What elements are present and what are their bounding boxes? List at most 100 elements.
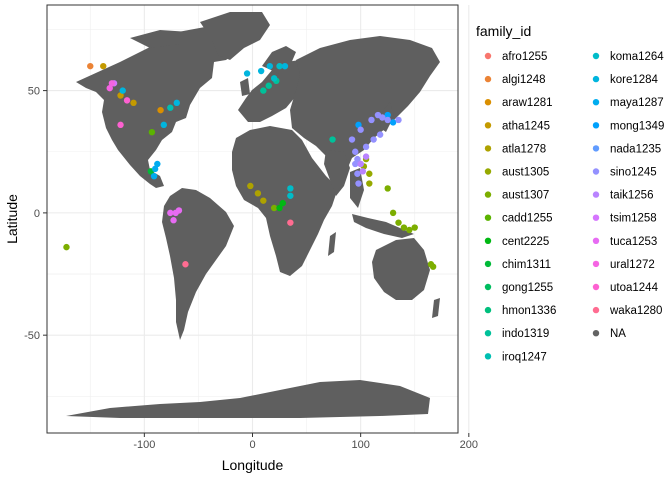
y-tick-label: 0 (34, 208, 40, 220)
data-point-atha1245 (130, 99, 137, 107)
data-point-tuca1253 (167, 209, 174, 217)
data-point-kore1284 (119, 87, 126, 94)
legend-label-atla1278: atla1278 (502, 143, 546, 155)
landmass-australia (372, 238, 430, 300)
legend-label-indo1319: indo1319 (502, 328, 549, 340)
data-point-cent2225 (276, 204, 283, 212)
data-point-tuca1253 (170, 217, 177, 224)
legend-label-algi1248: algi1248 (502, 74, 545, 86)
data-point-aust1307 (384, 185, 391, 192)
data-point-utoa1244 (117, 121, 124, 129)
data-point-sino1245 (368, 116, 375, 124)
data-point-indo1319 (260, 87, 267, 94)
data-point-koma1264 (287, 185, 294, 192)
data-point-waka1280 (287, 219, 294, 226)
data-point-algi1248 (87, 62, 94, 70)
data-point-sino1245 (348, 136, 356, 143)
legend-key-mong1349 (592, 122, 600, 129)
data-point-aust1307 (429, 263, 437, 270)
landmass-arctic-islands (130, 30, 190, 48)
y-tick-label: 50 (28, 86, 40, 98)
legend-label-iroq1247: iroq1247 (502, 351, 547, 363)
data-point-mong1349 (355, 121, 362, 129)
legend-label-tuca1253: tuca1253 (610, 236, 657, 248)
x-tick-label: -100 (133, 439, 155, 451)
data-point-aust1307 (400, 224, 408, 231)
x-axis-title: Longitude (222, 457, 284, 473)
data-point-aust1305 (366, 170, 373, 177)
legend-label-ural1272: ural1272 (610, 259, 655, 271)
legend-label-mong1349: mong1349 (610, 120, 664, 132)
x-tick-label: 0 (249, 439, 255, 451)
data-point-aust1307 (406, 226, 413, 234)
legend-key-iroq1247 (484, 353, 492, 360)
legend-key-kore1284 (592, 75, 600, 83)
landmass-southeast-asia (350, 168, 364, 208)
data-point-atha1245 (117, 92, 124, 99)
data-point-sino1245 (370, 136, 377, 143)
landmass-asia (290, 36, 440, 172)
legend-label-cadd1255: cadd1255 (502, 213, 553, 225)
landmass-antarctica (66, 380, 430, 418)
landmass-india (324, 150, 350, 196)
x-tick-label: 200 (460, 439, 478, 451)
data-point-kore1284 (281, 62, 289, 70)
data-point-kore1284 (257, 67, 265, 75)
y-axis-ticks: -50 0 50 (24, 86, 47, 342)
legend-title: family_id (476, 23, 531, 39)
data-point-araw1281 (157, 106, 164, 114)
legend-label-waka1280: waka1280 (609, 305, 662, 317)
data-point-sino1245 (354, 155, 361, 163)
landmass-new-zealand (432, 298, 440, 318)
data-point-taik1256 (359, 168, 367, 175)
data-point-sino1245 (374, 111, 382, 119)
legend-key-taik1256 (592, 191, 600, 198)
data-point-sino1245 (352, 160, 359, 168)
legend-key-afro1255 (484, 52, 492, 60)
data-point-sino1245 (352, 148, 359, 155)
legend-label-araw1281: araw1281 (502, 97, 553, 109)
legend-label-gong1255: gong1255 (502, 282, 553, 294)
legend-key-koma1264 (592, 52, 600, 60)
data-point-aust1307 (63, 243, 70, 251)
data-point-cent2225 (279, 199, 286, 207)
legend-key-NA (592, 330, 600, 337)
data-point-atla1278 (247, 182, 254, 190)
legend-label-kore1284: kore1284 (610, 74, 659, 86)
data-point-koma1264 (270, 75, 278, 82)
legend-key-waka1280 (592, 306, 600, 314)
legend-key-nada1235 (592, 145, 600, 152)
legend-key-tuca1253 (592, 237, 600, 244)
data-point-koma1264 (276, 62, 283, 70)
data-point-sino1245 (357, 126, 364, 133)
legend-key-sino1245 (592, 168, 600, 175)
x-tick-label: 100 (351, 439, 369, 451)
data-point-atla1278 (260, 197, 267, 204)
data-point-sino1245 (384, 116, 391, 124)
legend-label-afro1255: afro1255 (502, 51, 547, 63)
data-point-tuca1253 (175, 207, 183, 214)
data-point-maya1287 (154, 160, 161, 168)
legend-key-aust1305 (484, 168, 492, 175)
landmass-europe (238, 60, 304, 122)
legend-key-cent2225 (484, 237, 492, 244)
landmass-greenland (200, 12, 270, 60)
legend-key-ural1272 (592, 260, 600, 268)
legend-label-koma1264: koma1264 (610, 51, 664, 63)
data-point-aust1307 (395, 219, 402, 226)
legend-label-sino1245: sino1245 (610, 167, 657, 179)
data-point-atla1278 (254, 190, 262, 197)
data-point-kore1284 (160, 121, 168, 129)
data-point-taik1256 (357, 160, 364, 168)
legend-key-aust1307 (484, 191, 492, 198)
data-points (63, 62, 437, 270)
legend-label-tsim1258: tsim1258 (610, 213, 657, 225)
landmass-south-america (162, 188, 234, 340)
legend-key-atla1278 (484, 145, 492, 152)
data-point-sino1245 (355, 180, 362, 187)
data-point-sino1245 (354, 170, 361, 177)
legend-key-maya1287 (592, 99, 600, 106)
data-point-mong1349 (384, 111, 391, 119)
data-point-indo1319 (265, 82, 272, 89)
